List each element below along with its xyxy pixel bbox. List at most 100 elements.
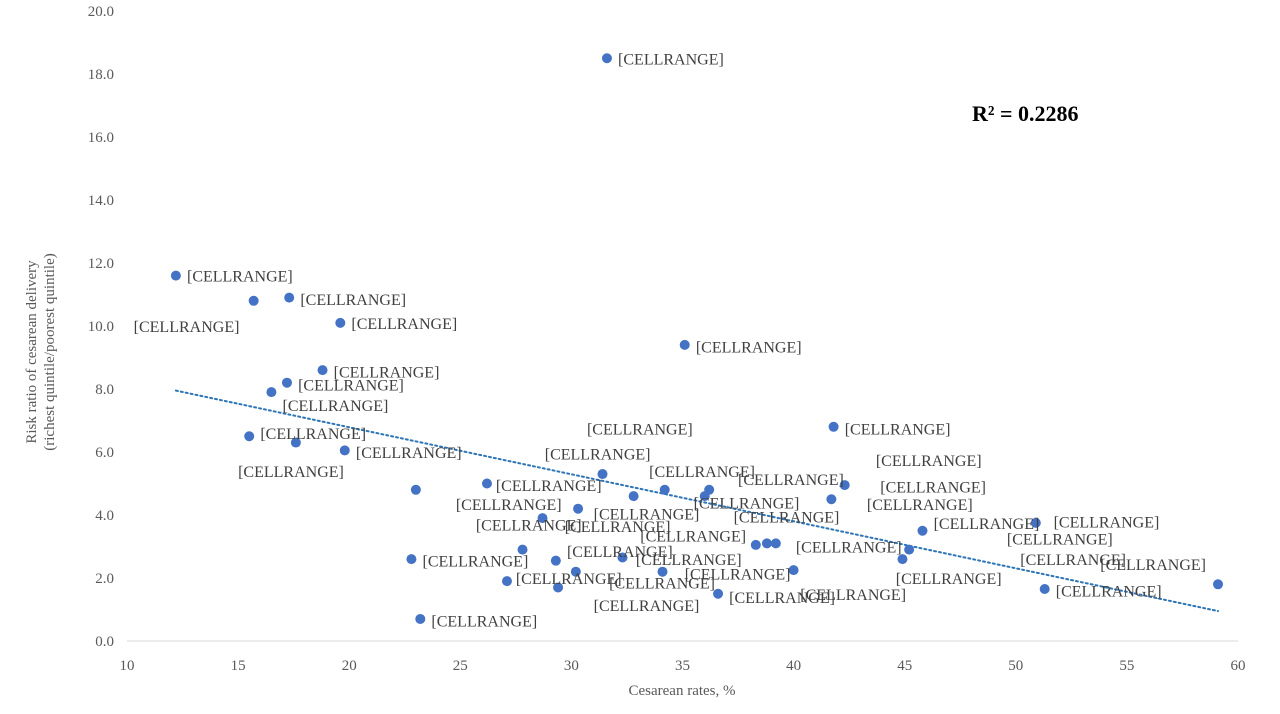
data-point bbox=[657, 566, 668, 577]
x-tick-label: 35 bbox=[675, 658, 690, 674]
point-label: [CELLRANGE] bbox=[880, 480, 986, 497]
data-point bbox=[897, 554, 908, 565]
x-tick-label: 10 bbox=[120, 658, 135, 674]
point-label: [CELLRANGE] bbox=[565, 519, 671, 536]
data-point bbox=[679, 339, 690, 350]
point-label: [CELLRANGE] bbox=[587, 421, 693, 438]
point-label: [CELLRANGE] bbox=[1056, 584, 1162, 601]
data-point bbox=[335, 317, 346, 328]
point-label: [CELLRANGE] bbox=[187, 269, 293, 286]
data-point bbox=[410, 484, 421, 495]
data-point bbox=[828, 421, 839, 432]
point-label: [CELLRANGE] bbox=[1020, 552, 1126, 569]
point-label: [CELLRANGE] bbox=[300, 292, 406, 309]
data-point bbox=[1030, 517, 1041, 528]
y-tick-label: 18.0 bbox=[88, 67, 114, 83]
data-point bbox=[826, 494, 837, 505]
x-tick-label: 55 bbox=[1119, 658, 1134, 674]
y-tick-label: 12.0 bbox=[88, 256, 114, 272]
data-point bbox=[628, 491, 639, 502]
point-label: [CELLRANGE] bbox=[496, 478, 602, 495]
point-label: [CELLRANGE] bbox=[649, 464, 755, 481]
y-axis-title: Risk ratio of cesarean delivery (richest… bbox=[24, 253, 58, 450]
y-tick-label: 20.0 bbox=[88, 4, 114, 20]
x-tick-label: 25 bbox=[453, 658, 468, 674]
data-point bbox=[713, 588, 724, 599]
y-tick-label: 8.0 bbox=[95, 382, 114, 398]
point-label: [CELLRANGE] bbox=[609, 576, 715, 593]
point-label: [CELLRANGE] bbox=[636, 552, 742, 569]
data-point bbox=[553, 582, 564, 593]
data-point bbox=[704, 484, 715, 495]
x-axis-title: Cesarean rates, % bbox=[628, 683, 735, 699]
data-point bbox=[170, 270, 181, 281]
point-label: [CELLRANGE] bbox=[134, 319, 240, 336]
point-label: [CELLRANGE] bbox=[696, 339, 802, 356]
point-label: [CELLRANGE] bbox=[238, 464, 344, 481]
data-point bbox=[415, 613, 426, 624]
data-point bbox=[550, 555, 561, 566]
point-label: [CELLRANGE] bbox=[1100, 557, 1206, 574]
data-point bbox=[573, 503, 584, 514]
point-label: [CELLRANGE] bbox=[516, 571, 622, 588]
y-axis-title-line-1: Risk ratio of cesarean delivery bbox=[24, 260, 40, 444]
data-point bbox=[1039, 584, 1050, 595]
y-tick-label: 16.0 bbox=[88, 130, 114, 146]
x-tick-label: 45 bbox=[897, 658, 912, 674]
data-point bbox=[537, 513, 548, 524]
y-tick-label: 10.0 bbox=[88, 319, 114, 335]
data-point bbox=[770, 538, 781, 549]
point-label: [CELLRANGE] bbox=[734, 510, 840, 527]
point-label: [CELLRANGE] bbox=[738, 472, 844, 489]
data-point bbox=[244, 431, 255, 442]
trendline bbox=[174, 389, 1220, 613]
point-label: [CELLRANGE] bbox=[867, 497, 973, 514]
point-label: [CELLRANGE] bbox=[729, 590, 835, 607]
data-point bbox=[570, 566, 581, 577]
data-point bbox=[266, 387, 277, 398]
data-point bbox=[750, 539, 761, 550]
point-label: [CELLRANGE] bbox=[431, 614, 537, 631]
y-axis-title-line-2: (richest quintile/poorest quintile) bbox=[42, 253, 58, 450]
point-label: [CELLRANGE] bbox=[260, 426, 366, 443]
data-point bbox=[501, 576, 512, 587]
data-point bbox=[839, 480, 850, 491]
data-point bbox=[517, 544, 528, 555]
x-tick-label: 30 bbox=[564, 658, 579, 674]
data-point bbox=[917, 525, 928, 536]
point-label: [CELLRANGE] bbox=[934, 516, 1040, 533]
data-point bbox=[1213, 579, 1224, 590]
point-label: [CELLRANGE] bbox=[618, 51, 724, 68]
data-point bbox=[904, 544, 915, 555]
point-label: [CELLRANGE] bbox=[567, 544, 673, 561]
point-label: [CELLRANGE] bbox=[796, 540, 902, 557]
data-points bbox=[170, 53, 1224, 624]
point-label: [CELLRANGE] bbox=[876, 453, 982, 470]
data-point bbox=[339, 445, 350, 456]
data-point bbox=[317, 365, 328, 376]
data-point bbox=[290, 437, 301, 448]
point-label: [CELLRANGE] bbox=[800, 587, 906, 604]
x-tick-label: 20 bbox=[342, 658, 357, 674]
y-tick-label: 2.0 bbox=[95, 571, 114, 587]
point-label: [CELLRANGE] bbox=[456, 497, 562, 514]
data-point bbox=[248, 295, 259, 306]
data-point bbox=[601, 53, 612, 64]
point-label: [CELLRANGE] bbox=[1007, 532, 1113, 549]
data-point bbox=[788, 565, 799, 576]
point-labels: [CELLRANGE][CELLRANGE][CELLRANGE][CELLRA… bbox=[134, 51, 1206, 630]
x-tick-label: 60 bbox=[1231, 658, 1246, 674]
y-tick-label: 4.0 bbox=[95, 508, 114, 524]
y-tick-label: 0.0 bbox=[95, 634, 114, 650]
point-label: [CELLRANGE] bbox=[896, 571, 1002, 588]
point-label: [CELLRANGE] bbox=[685, 566, 791, 583]
point-label: [CELLRANGE] bbox=[640, 528, 746, 545]
data-point bbox=[281, 377, 292, 388]
y-tick-label: 14.0 bbox=[88, 193, 114, 209]
point-label: [CELLRANGE] bbox=[334, 365, 440, 382]
y-tick-label: 6.0 bbox=[95, 445, 114, 461]
point-label: [CELLRANGE] bbox=[283, 398, 389, 415]
point-label: [CELLRANGE] bbox=[594, 598, 700, 615]
data-point bbox=[761, 538, 772, 549]
